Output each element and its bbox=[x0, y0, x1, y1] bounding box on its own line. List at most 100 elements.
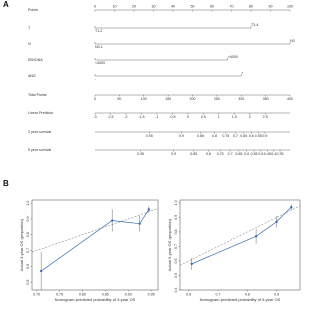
tick-label: 60 bbox=[210, 4, 214, 8]
y-tick-label: 0.4 bbox=[174, 288, 178, 293]
tick-label: T3-4 bbox=[251, 23, 258, 27]
y-tick-label: 0.6 bbox=[174, 258, 178, 263]
row-label: N bbox=[28, 42, 31, 46]
y-tick-label: 0.7 bbox=[26, 248, 30, 253]
tick-label: 400 bbox=[287, 97, 293, 101]
x-tick-label: 0.75 bbox=[56, 292, 63, 296]
tick-label: 150 bbox=[165, 97, 171, 101]
x-tick-label: 0.90 bbox=[125, 292, 132, 296]
tick-label: 0.7 bbox=[233, 134, 238, 138]
tick-label: -1 bbox=[155, 115, 158, 119]
tick-label: 100 bbox=[287, 4, 293, 8]
tick-label: 0.95 bbox=[137, 152, 144, 156]
row-label: Points bbox=[28, 8, 38, 12]
tick-label: 0.8 bbox=[212, 134, 217, 138]
x-tick-label: 0.85 bbox=[102, 292, 109, 296]
tick-label: >4000 bbox=[228, 55, 238, 59]
x-tick-label: 0.80 bbox=[79, 292, 86, 296]
tick-label: 2.5 bbox=[263, 115, 268, 119]
tick-label: 0.9 bbox=[179, 134, 184, 138]
ideal-line bbox=[31, 208, 159, 253]
tick-label: 0.75 bbox=[222, 134, 229, 138]
tick-label: <4000 bbox=[95, 61, 105, 65]
x-tick-label: 0.70 bbox=[33, 292, 40, 296]
x-tick-label: 0.6 bbox=[186, 292, 191, 296]
row-label: Total Points bbox=[28, 93, 47, 97]
panel-label: A bbox=[3, 0, 9, 9]
tick-label: 0.95 bbox=[146, 134, 153, 138]
row-label: Linear Predictor bbox=[28, 111, 54, 115]
y-tick-label: 0.9 bbox=[174, 215, 178, 220]
tick-label: + bbox=[241, 71, 243, 75]
tick-label: N3 bbox=[290, 39, 295, 43]
plot-frame bbox=[31, 199, 159, 291]
tick-label: 100 bbox=[141, 97, 147, 101]
tick-label: 0.8 bbox=[206, 152, 211, 156]
row-label: 3 year survival bbox=[28, 130, 51, 134]
y-tick-label: 0.6 bbox=[26, 264, 30, 269]
x-axis-label: Nomogram-predicted probability of 5-year… bbox=[200, 297, 281, 302]
tick-label: 0 bbox=[187, 115, 189, 119]
tick-label: 0.4 bbox=[271, 152, 276, 156]
tick-label: 0.6 bbox=[244, 152, 249, 156]
y-tick-label: 0.5 bbox=[26, 280, 30, 285]
tick-label: 50 bbox=[117, 97, 121, 101]
tick-label: 0.6 bbox=[249, 134, 254, 138]
tick-label: 350 bbox=[263, 97, 269, 101]
point bbox=[138, 222, 141, 225]
tick-label: 0 bbox=[94, 97, 96, 101]
tick-label: 40 bbox=[171, 4, 175, 8]
tick-label: 0.65 bbox=[240, 134, 247, 138]
tick-label: 0.75 bbox=[217, 152, 224, 156]
x-tick-label: 0.8 bbox=[245, 292, 250, 296]
point bbox=[275, 220, 278, 223]
tick-label: 10 bbox=[113, 4, 117, 8]
tick-label: -1.5 bbox=[138, 115, 144, 119]
calibration-line bbox=[40, 209, 150, 272]
tick-label: - bbox=[95, 77, 97, 81]
tick-label: 2 bbox=[249, 115, 251, 119]
y-axis-label: Actual 3-year OS (proportion) bbox=[19, 218, 24, 271]
tick-label: 0.85 bbox=[190, 152, 197, 156]
point bbox=[290, 206, 293, 209]
point bbox=[110, 219, 114, 222]
tick-label: -2 bbox=[124, 115, 127, 119]
tick-label: 1 bbox=[218, 115, 220, 119]
tick-label: 0.5 bbox=[262, 134, 267, 138]
tick-label: 0.5 bbox=[201, 115, 206, 119]
tick-label: 80 bbox=[249, 4, 253, 8]
tick-label: 0.55 bbox=[251, 152, 258, 156]
tick-label: 30 bbox=[152, 4, 156, 8]
tick-label: 50 bbox=[191, 4, 195, 8]
point bbox=[39, 269, 43, 273]
tick-label: 90 bbox=[269, 4, 273, 8]
x-tick-label: 0.7 bbox=[216, 292, 221, 296]
point bbox=[147, 208, 151, 211]
tick-label: 0.5 bbox=[258, 152, 263, 156]
y-tick-label: 0.7 bbox=[174, 244, 178, 249]
tick-label: 0.7 bbox=[228, 152, 233, 156]
panel-label: B bbox=[3, 179, 9, 188]
y-tick-label: 0.5 bbox=[174, 273, 178, 278]
plot-frame bbox=[179, 199, 301, 291]
tick-label: 0.9 bbox=[171, 152, 176, 156]
x-axis-label: Nomogram-predicted probability of 3-year… bbox=[55, 297, 136, 302]
y-tick-label: 1.0 bbox=[174, 200, 178, 205]
tick-label: -3 bbox=[93, 115, 96, 119]
calibration-line bbox=[191, 207, 292, 265]
tick-label: 1.5 bbox=[232, 115, 237, 119]
row-label: 5 year survival bbox=[28, 148, 51, 152]
point bbox=[254, 235, 258, 238]
y-tick-label: 0.8 bbox=[26, 232, 30, 237]
row-label: EBVDNA bbox=[28, 58, 43, 62]
tick-label: 0 bbox=[94, 4, 96, 8]
tick-label: 0.55 bbox=[255, 134, 262, 138]
y-tick-label: 0.8 bbox=[174, 229, 178, 234]
x-tick-label: 0.9 bbox=[274, 292, 279, 296]
x-tick-label: 0.95 bbox=[148, 292, 155, 296]
y-tick-label: 0.9 bbox=[26, 216, 30, 221]
tick-label: 0.45 bbox=[264, 152, 271, 156]
tick-label: 200 bbox=[190, 97, 196, 101]
